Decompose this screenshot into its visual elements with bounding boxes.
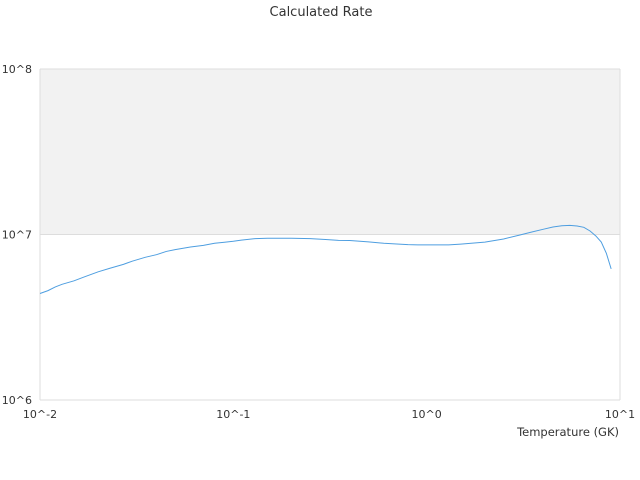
- y-axis-tick-labels: 10^6 10^7 10^8: [2, 63, 32, 407]
- y-tick-label: 10^6: [2, 394, 32, 407]
- x-tick-label: 10^-1: [216, 408, 250, 421]
- series-line: [39, 224, 612, 294]
- x-tick-label: 10^-2: [23, 408, 57, 421]
- highlight-band: [40, 69, 620, 235]
- y-tick-label: 10^8: [2, 63, 32, 76]
- x-axis-tick-labels: 10^-2 10^-1 10^0 10^1: [23, 408, 635, 421]
- x-tick-label: 10^0: [412, 408, 442, 421]
- chart-title: Calculated Rate: [270, 5, 373, 20]
- x-tick-label: 10^1: [605, 408, 635, 421]
- y-tick-label: 10^7: [2, 229, 32, 242]
- x-axis-label: Temperature (GK): [516, 425, 619, 439]
